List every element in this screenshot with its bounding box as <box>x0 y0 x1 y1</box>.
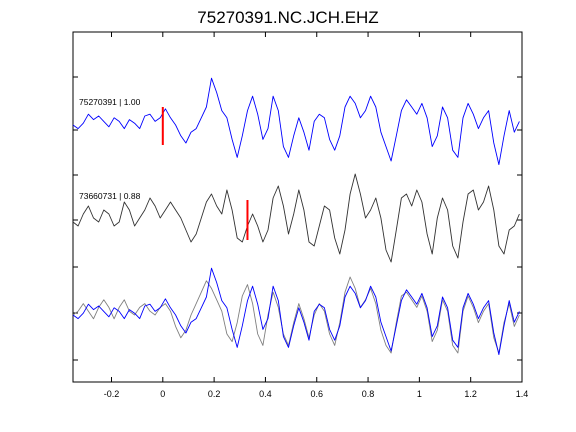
x-tick-label: 0.2 <box>208 389 221 399</box>
x-tick-label: 0.8 <box>362 389 375 399</box>
trace-label-2: 73660731 | 0.88 <box>79 191 141 201</box>
x-tick-label: 1 <box>417 389 422 399</box>
waveform-2-line <box>72 173 520 263</box>
chart-title: 75270391.NC.JCH.EHZ <box>197 8 379 27</box>
x-tick-label: -0.2 <box>104 389 120 399</box>
x-tick-label: 0 <box>160 389 165 399</box>
x-tick-label: 1.2 <box>464 389 477 399</box>
waveform-1-line <box>72 77 520 166</box>
overlay-gray-line <box>72 276 520 354</box>
trace-label-1: 75270391 | 1.00 <box>79 97 141 107</box>
x-tick-label: 0.4 <box>259 389 272 399</box>
overlay-blue-line <box>72 267 520 356</box>
x-tick-label: 1.4 <box>516 389 529 399</box>
x-axis: -0.2 0 0.2 0.4 0.6 0.8 1 1.2 1.4 <box>104 32 529 399</box>
plot-frame <box>72 31 523 383</box>
y-ticks <box>73 76 522 361</box>
x-tick-label: 0.6 <box>310 389 323 399</box>
